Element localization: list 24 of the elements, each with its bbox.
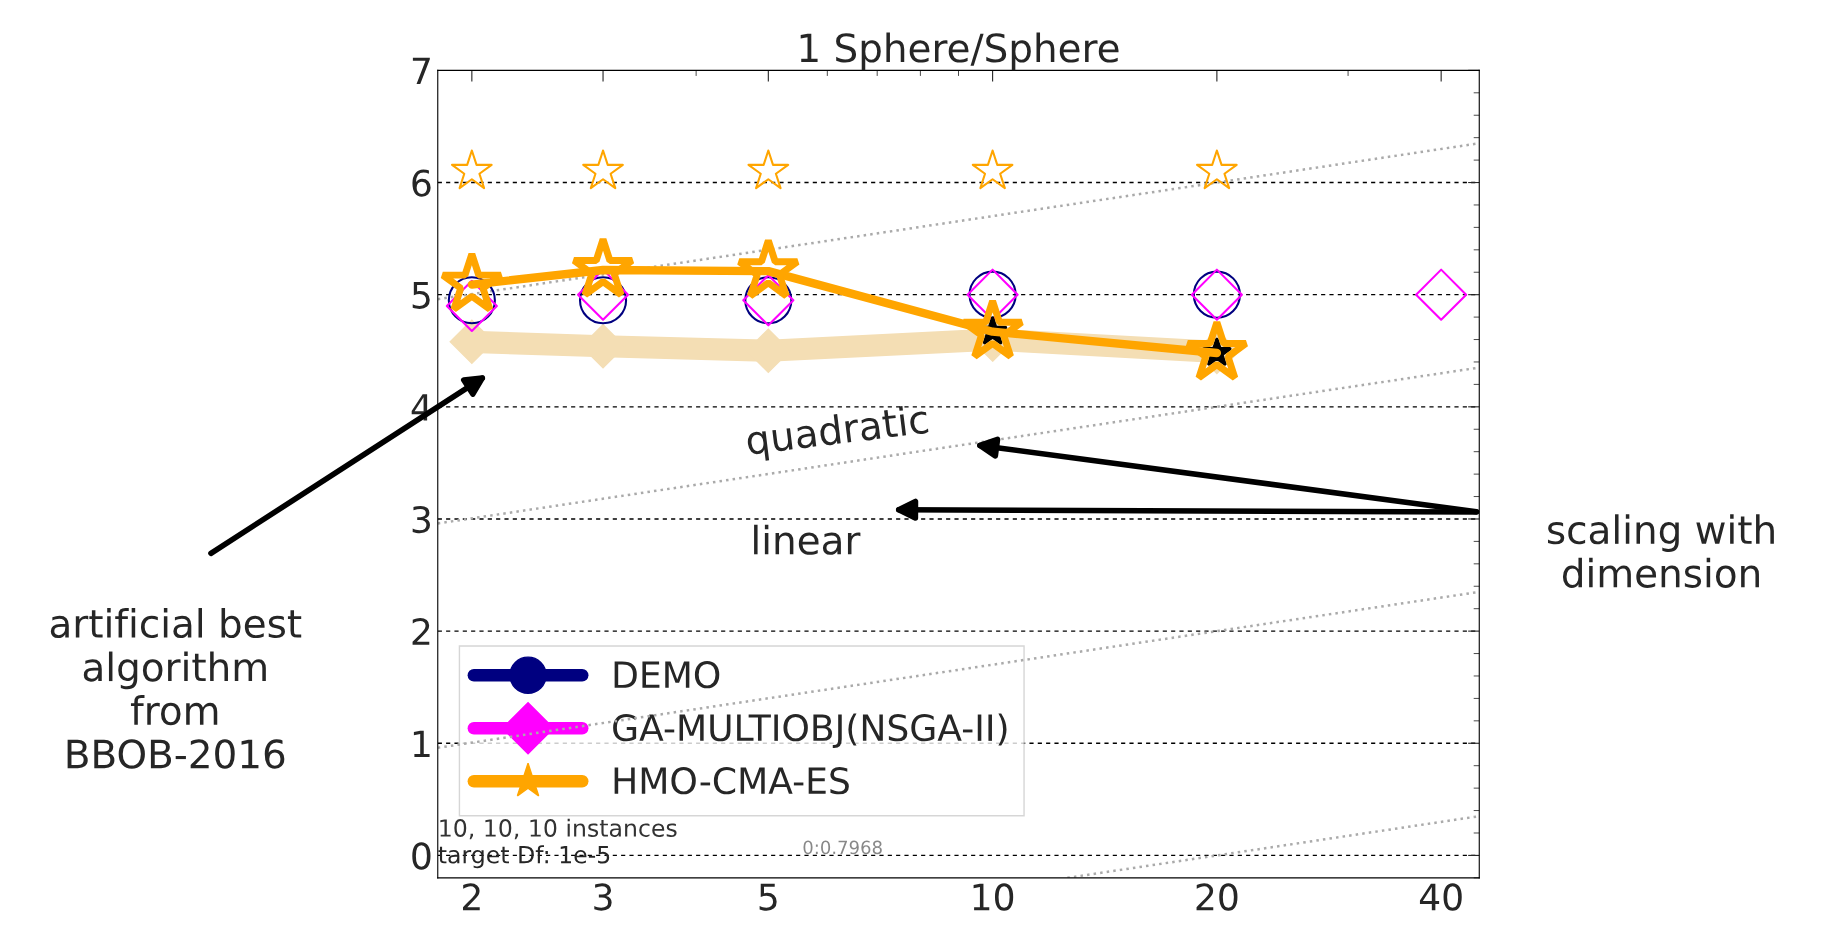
y-tick-label: 0 xyxy=(412,842,431,870)
y-tick-label: 3 xyxy=(412,505,430,534)
x-tick-label: 3 xyxy=(594,883,612,911)
legend-label: HMO-CMA-ES xyxy=(614,767,849,795)
x-tick-label: 20 xyxy=(1196,883,1238,911)
annotation: 0:0.7968 xyxy=(803,840,882,855)
y-tick-label: 1 xyxy=(413,730,430,757)
chart-title: 1 Sphere/Sphere xyxy=(800,32,1119,71)
x-tick-label: 40 xyxy=(1419,883,1462,911)
y-tick-label: 2 xyxy=(412,618,430,645)
annotation: target Df: 1e-5 xyxy=(438,845,610,869)
legend-label: GA-MULTIOBJ(NSGA-II) xyxy=(613,713,1007,749)
annotation: 10, 10, 10 instances xyxy=(440,818,677,840)
annotation: quadratic xyxy=(745,403,930,463)
y-tick-label: 6 xyxy=(412,169,431,197)
annotation: linear xyxy=(754,524,861,555)
legend-label: DEMO xyxy=(614,661,720,689)
x-tick-label: 10 xyxy=(973,883,1014,911)
text: artificial best algorithm from BBOB-2016 xyxy=(50,607,302,769)
x-tick-label: 5 xyxy=(759,883,777,911)
text: scaling with dimension xyxy=(1548,514,1774,588)
y-tick-label: 5 xyxy=(412,282,430,309)
x-tick-label: 2 xyxy=(463,883,480,911)
y-tick-label: 7 xyxy=(412,57,430,85)
